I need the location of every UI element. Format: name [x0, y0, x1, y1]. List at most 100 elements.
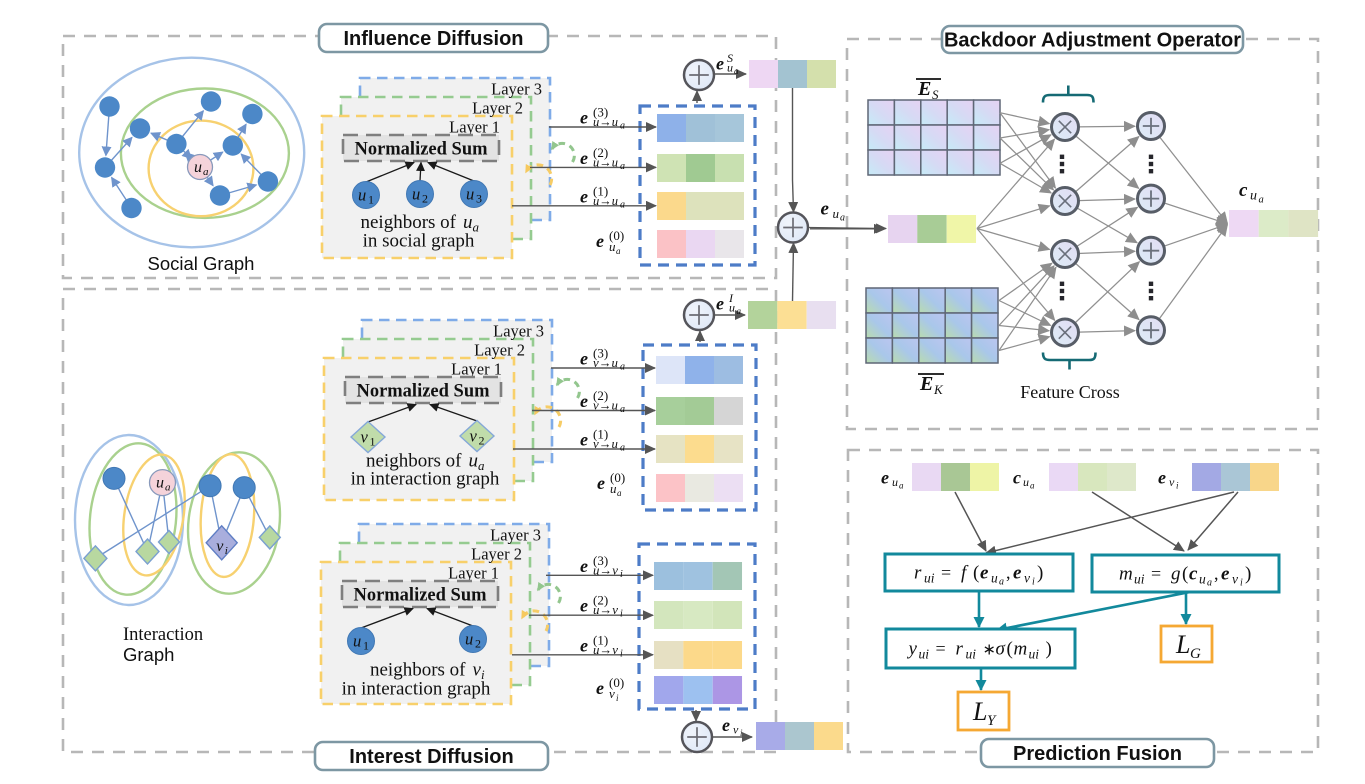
svg-text:u→v: u→v [593, 562, 618, 577]
svg-text:in interaction graph: in interaction graph [342, 679, 491, 700]
svg-text:Influence Diffusion: Influence Diffusion [344, 28, 524, 50]
svg-text:(0): (0) [609, 228, 624, 243]
svg-text:(3): (3) [593, 553, 608, 568]
svg-text:u→u: u→u [593, 193, 618, 208]
svg-text:e: e [980, 563, 989, 584]
svg-text:a: a [734, 66, 739, 76]
svg-text:Layer 1: Layer 1 [448, 564, 499, 583]
svg-text:e: e [597, 473, 605, 493]
svg-text:Interest Diffusion: Interest Diffusion [349, 746, 513, 768]
svg-text:3: 3 [476, 192, 482, 206]
svg-text:Layer 3: Layer 3 [491, 80, 542, 99]
svg-text:u→v: u→v [593, 642, 618, 657]
svg-text:E: E [919, 373, 933, 395]
svg-text:(0): (0) [610, 470, 625, 485]
svg-text:e: e [580, 391, 588, 411]
svg-text:v: v [1024, 571, 1030, 586]
svg-text:(1): (1) [593, 183, 608, 198]
svg-text:a: a [203, 166, 209, 178]
svg-text:e: e [821, 199, 830, 220]
svg-text:Normalized Sum: Normalized Sum [356, 382, 490, 402]
svg-text:u: u [353, 632, 361, 651]
svg-text:Layer 2: Layer 2 [472, 99, 523, 118]
svg-text:Layer 2: Layer 2 [471, 545, 522, 564]
svg-text:S: S [932, 87, 939, 102]
svg-text:,: , [1214, 564, 1219, 584]
svg-text:a: a [1207, 578, 1212, 589]
svg-text:σ: σ [996, 639, 1006, 660]
svg-text:u: u [469, 451, 479, 472]
svg-text:): ) [1245, 564, 1251, 585]
svg-text:u: u [358, 186, 366, 205]
svg-text:u: u [412, 185, 420, 204]
svg-text:f: f [961, 563, 969, 584]
svg-text:u: u [466, 185, 474, 204]
svg-text:a: a [616, 246, 621, 256]
svg-text:u: u [609, 239, 616, 254]
svg-text:Feature Cross: Feature Cross [1020, 382, 1119, 402]
svg-text:Prediction Fusion: Prediction Fusion [1013, 743, 1182, 765]
svg-text:v: v [1232, 572, 1238, 587]
svg-text:a: a [840, 213, 845, 224]
svg-text:e: e [1221, 564, 1230, 585]
svg-text:u: u [156, 475, 164, 492]
svg-text:E: E [917, 78, 931, 100]
svg-text:a: a [737, 306, 742, 316]
svg-text:v: v [470, 427, 478, 446]
svg-text:e: e [716, 294, 724, 314]
svg-text:v: v [473, 660, 482, 681]
svg-text:u: u [991, 571, 998, 586]
svg-text:c: c [1189, 564, 1198, 585]
svg-text:K: K [933, 382, 944, 397]
svg-text:neighbors of: neighbors of [370, 660, 466, 681]
svg-text:v: v [733, 723, 739, 737]
svg-text:ui: ui [1134, 572, 1145, 587]
svg-text:e: e [580, 635, 588, 655]
svg-text:1: 1 [363, 639, 369, 653]
svg-text:a: a [899, 481, 904, 491]
svg-text:a: a [1030, 481, 1035, 491]
svg-text:u: u [1023, 475, 1029, 489]
svg-text:r: r [914, 563, 922, 584]
svg-text:u: u [1199, 572, 1206, 587]
svg-text:y: y [907, 639, 918, 660]
svg-text:e: e [580, 186, 588, 206]
svg-text:ui: ui [966, 647, 977, 662]
svg-text:): ) [1046, 639, 1052, 660]
svg-text:(: ( [1182, 564, 1188, 585]
svg-text:Normalized Sum: Normalized Sum [354, 140, 488, 160]
svg-text:=: = [1151, 564, 1161, 584]
svg-text:Social Graph: Social Graph [148, 253, 255, 274]
svg-text:Layer 3: Layer 3 [493, 322, 544, 341]
svg-text:a: a [473, 220, 480, 235]
svg-text:in social graph: in social graph [363, 231, 475, 252]
svg-text:1: 1 [368, 193, 374, 207]
svg-text:Backdoor Adjustment Operator: Backdoor Adjustment Operator [944, 30, 1241, 52]
svg-text:a: a [620, 404, 625, 415]
svg-text:Interaction: Interaction [123, 625, 203, 645]
svg-text:Y: Y [987, 713, 997, 729]
svg-text:a: a [1259, 195, 1264, 206]
svg-text:v: v [361, 428, 369, 447]
svg-text:e: e [722, 715, 730, 735]
svg-text:e: e [596, 678, 604, 698]
svg-text:i: i [620, 569, 623, 580]
svg-text:v→u: v→u [593, 398, 618, 413]
svg-text:neighbors of: neighbors of [366, 451, 462, 472]
svg-text:i: i [481, 667, 485, 682]
svg-text:Layer 3: Layer 3 [490, 526, 541, 545]
svg-text:m: m [1119, 564, 1133, 585]
svg-text:e: e [580, 349, 588, 369]
svg-text:i: i [1032, 577, 1035, 588]
svg-text:u: u [194, 159, 202, 176]
svg-text:Layer 1: Layer 1 [449, 118, 500, 137]
svg-text:a: a [165, 482, 171, 494]
svg-text:m: m [1014, 639, 1028, 660]
svg-text:(: ( [1007, 639, 1013, 660]
svg-text:u: u [833, 206, 840, 221]
svg-text:u: u [729, 301, 735, 315]
svg-text:e: e [580, 148, 588, 168]
svg-text:i: i [620, 648, 623, 659]
svg-text:e: e [1158, 468, 1166, 488]
svg-text:g: g [1171, 564, 1181, 585]
